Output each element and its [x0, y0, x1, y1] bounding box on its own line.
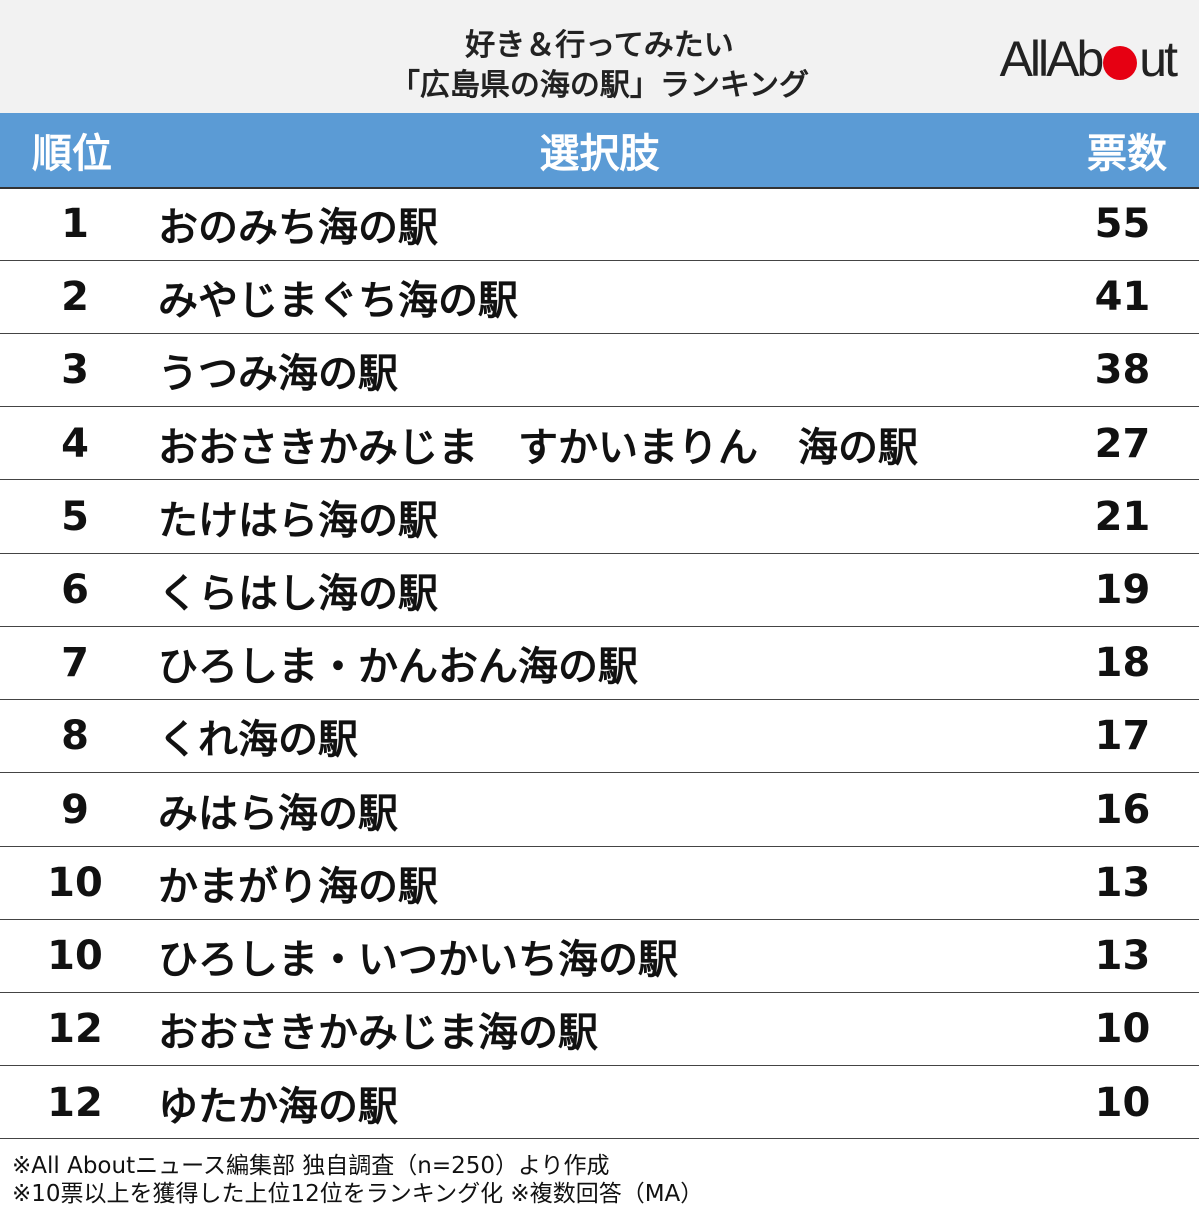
column-header: 選択肢 [539, 131, 660, 177]
logo: AllAb ut [999, 30, 1178, 88]
votes: 19 [1094, 567, 1151, 613]
table-row: 2 みやじまぐち海の駅 41 [0, 261, 1199, 334]
choice: たけはら海の駅 [158, 497, 438, 544]
choice: うつみ海の駅 [158, 351, 398, 398]
table-row: 6 くらはし海の駅 19 [0, 554, 1199, 627]
choice: おおさきかみじま海の駅 [158, 1010, 598, 1057]
rank: 10 [47, 859, 103, 906]
choice: おおさきかみじま すかいまりん 海の駅 [158, 424, 918, 471]
logo-dot [1103, 46, 1138, 80]
rank: 9 [61, 786, 89, 833]
table-row: 10 かまがり海の駅 13 [0, 847, 1199, 920]
table-row: 8 くれ海の駅 17 [0, 701, 1199, 774]
rank: 7 [61, 640, 89, 687]
footnote: ※10票以上を獲得した上位12位をランキング化 ※複数回答（MA） [12, 1181, 704, 1207]
rank: 12 [47, 1079, 103, 1126]
table-row: 3 うつみ海の駅 38 [0, 334, 1199, 408]
footnote: ※All Aboutニュース編集部 独自調査（n=250）より作成 [12, 1153, 610, 1179]
votes: 13 [1094, 933, 1151, 980]
table-row: 9 みはら海の駅 16 [0, 774, 1199, 847]
votes: 55 [1094, 200, 1151, 247]
choice: くれ海の駅 [158, 717, 358, 764]
choice: ゆたか海の駅 [158, 1083, 398, 1130]
title-bar: 好き＆行ってみたい 「広島県の海の駅」ランキング AllAb ut [0, 0, 1199, 113]
table-row: 12 ゆたか海の駅 10 [0, 1067, 1199, 1140]
logo-text: AllAb [999, 31, 1105, 87]
table-row: 12 おおさきかみじま海の駅 10 [0, 994, 1199, 1067]
column-header: 票数 [1087, 131, 1167, 177]
table-row: 1 おのみち海の駅 55 [0, 188, 1199, 261]
rank: 5 [61, 493, 89, 540]
rank: 2 [61, 274, 89, 321]
votes: 27 [1094, 420, 1151, 467]
rank: 6 [61, 567, 89, 613]
choice: くらはし海の駅 [158, 571, 438, 617]
votes: 17 [1094, 713, 1151, 760]
votes: 41 [1094, 274, 1151, 321]
votes: 10 [1094, 1006, 1151, 1053]
votes: 38 [1094, 347, 1151, 394]
votes: 10 [1094, 1079, 1151, 1126]
table-row: 7 ひろしま・かんおん海の駅 18 [0, 627, 1199, 701]
choice: みはら海の駅 [158, 790, 398, 837]
choice: かまがり海の駅 [158, 863, 438, 910]
table-header: 順位 選択肢 票数 [0, 113, 1199, 189]
column-header: 順位 [32, 131, 112, 177]
rank: 12 [47, 1006, 103, 1053]
title-line: 「広島県の海の駅」ランキング [389, 68, 810, 103]
rank: 1 [61, 200, 89, 247]
votes: 16 [1094, 786, 1151, 833]
table-row: 4 おおさきかみじま すかいまりん 海の駅 27 [0, 408, 1199, 481]
choice: おのみち海の駅 [158, 204, 438, 251]
title-line: 好き＆行ってみたい [465, 28, 734, 63]
rank: 10 [47, 933, 103, 980]
votes: 18 [1094, 640, 1151, 687]
rank: 3 [61, 347, 89, 394]
table-row: 10 ひろしま・いつかいち海の駅 13 [0, 920, 1199, 994]
votes: 21 [1094, 493, 1151, 540]
rank: 8 [61, 713, 89, 760]
votes: 13 [1094, 859, 1151, 906]
rank: 4 [61, 420, 89, 467]
choice: みやじまぐち海の駅 [158, 278, 518, 325]
table-row: 5 たけはら海の駅 21 [0, 481, 1199, 554]
logo-text: ut [1139, 31, 1178, 87]
choice: ひろしま・かんおん海の駅 [158, 644, 638, 691]
choice: ひろしま・いつかいち海の駅 [158, 937, 678, 984]
